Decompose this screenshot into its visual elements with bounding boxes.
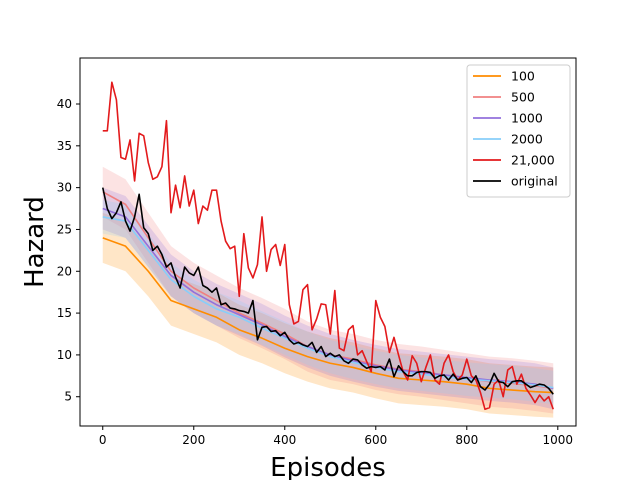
plot-frame bbox=[79, 57, 577, 427]
legend-label: 2000 bbox=[511, 132, 543, 147]
legend-label: 1000 bbox=[511, 111, 543, 126]
series-21000-line bbox=[102, 81, 554, 411]
x-tick-label: 200 bbox=[182, 433, 205, 447]
y-tick-label: 25 bbox=[57, 222, 72, 236]
x-tick-label: 800 bbox=[455, 433, 478, 447]
series-100-band bbox=[102, 212, 554, 418]
y-tick-label: 5 bbox=[64, 390, 72, 404]
x-axis-title: Episodes bbox=[270, 453, 386, 480]
x-axis: 0 200 400 600 800 1000 bbox=[99, 426, 573, 447]
legend-label: 500 bbox=[511, 90, 535, 105]
x-tick-label: 0 bbox=[99, 433, 107, 447]
series-1000-band bbox=[102, 187, 554, 410]
y-tick-label: 20 bbox=[57, 264, 72, 278]
x-tick-label: 600 bbox=[364, 433, 387, 447]
legend: 100 500 1000 2000 21,000 original bbox=[466, 64, 571, 198]
y-axis-title: Hazard bbox=[20, 196, 50, 288]
x-tick-label: 400 bbox=[273, 433, 296, 447]
legend-label: original bbox=[511, 174, 558, 189]
confidence-bands bbox=[102, 166, 554, 418]
series-500-band bbox=[102, 166, 554, 414]
y-axis: 5 10 15 20 25 30 35 40 bbox=[57, 97, 80, 404]
legend-label: 21,000 bbox=[511, 153, 555, 168]
legend-label: 100 bbox=[511, 69, 535, 84]
series-1000-line bbox=[102, 207, 554, 390]
x-tick-label: 1000 bbox=[543, 433, 574, 447]
series-lines bbox=[101, 81, 554, 411]
y-tick-label: 40 bbox=[57, 97, 72, 111]
y-tick-label: 15 bbox=[57, 306, 72, 320]
y-tick-label: 10 bbox=[57, 348, 72, 362]
y-tick-label: 30 bbox=[57, 181, 72, 195]
series-2000-band bbox=[102, 200, 554, 405]
y-tick-label: 35 bbox=[57, 139, 72, 153]
legend-box bbox=[466, 64, 571, 198]
series-original-line bbox=[101, 187, 554, 395]
